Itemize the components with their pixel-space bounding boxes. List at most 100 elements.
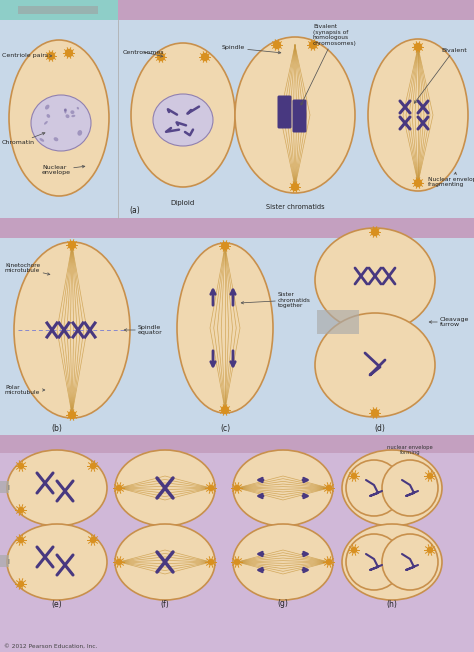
Ellipse shape: [65, 114, 70, 118]
Circle shape: [65, 50, 73, 57]
Ellipse shape: [315, 313, 435, 417]
Ellipse shape: [77, 130, 82, 136]
Circle shape: [372, 409, 379, 417]
Text: Centrosomes: Centrosomes: [123, 50, 164, 57]
Text: © 2012 Pearson Education, Inc.: © 2012 Pearson Education, Inc.: [4, 644, 97, 649]
Circle shape: [221, 406, 228, 413]
Circle shape: [91, 537, 95, 542]
Bar: [0, 238, 474, 435]
Circle shape: [292, 183, 299, 190]
Circle shape: [18, 537, 24, 542]
Text: I: I: [7, 485, 9, 491]
Circle shape: [117, 486, 121, 490]
Text: Cleavage
furrow: Cleavage furrow: [429, 317, 469, 327]
Bar: [0, 481, 9, 493]
Text: (a): (a): [129, 205, 140, 215]
Circle shape: [18, 582, 24, 587]
Circle shape: [201, 53, 209, 61]
Circle shape: [209, 559, 213, 565]
Text: Polar
microtubule: Polar microtubule: [5, 385, 45, 395]
Circle shape: [69, 411, 75, 419]
Text: Sister
chromatids
together: Sister chromatids together: [241, 291, 311, 308]
Ellipse shape: [7, 524, 107, 600]
Text: Spindle
equator: Spindle equator: [124, 325, 163, 335]
Circle shape: [352, 473, 356, 479]
Circle shape: [327, 486, 331, 490]
Text: (e): (e): [52, 599, 62, 608]
Ellipse shape: [115, 450, 215, 526]
Circle shape: [209, 486, 213, 490]
Text: Nuclear envelope
fragmenting: Nuclear envelope fragmenting: [428, 172, 474, 187]
Ellipse shape: [233, 450, 333, 526]
Text: (c): (c): [220, 424, 230, 432]
Bar: [0, 453, 474, 652]
Ellipse shape: [44, 121, 48, 125]
Text: Diploid: Diploid: [171, 200, 195, 206]
Ellipse shape: [64, 109, 66, 113]
Text: (b): (b): [52, 424, 63, 432]
Ellipse shape: [382, 534, 438, 590]
Circle shape: [47, 53, 55, 59]
Circle shape: [428, 548, 432, 552]
Ellipse shape: [382, 460, 438, 516]
Circle shape: [352, 548, 356, 552]
Ellipse shape: [14, 242, 130, 418]
Ellipse shape: [346, 534, 402, 590]
Ellipse shape: [235, 37, 355, 193]
Bar: [118, 0, 474, 20]
Bar: [0, 20, 474, 218]
Ellipse shape: [342, 450, 442, 526]
Ellipse shape: [368, 39, 468, 191]
Circle shape: [273, 42, 281, 48]
Circle shape: [221, 243, 228, 250]
Text: Chromatin: Chromatin: [2, 132, 45, 145]
Text: (g): (g): [278, 599, 289, 608]
Ellipse shape: [115, 524, 215, 600]
FancyBboxPatch shape: [277, 95, 292, 128]
Bar: [317, 310, 359, 334]
Circle shape: [327, 559, 331, 565]
Ellipse shape: [70, 110, 74, 114]
Circle shape: [157, 53, 164, 61]
Circle shape: [235, 486, 239, 490]
Ellipse shape: [71, 115, 75, 117]
Ellipse shape: [7, 450, 107, 526]
Text: Sister chromatids: Sister chromatids: [266, 204, 324, 210]
Ellipse shape: [9, 40, 109, 196]
Ellipse shape: [153, 94, 213, 146]
Bar: [0, 435, 474, 453]
Circle shape: [372, 228, 379, 235]
Circle shape: [235, 559, 239, 565]
Text: Spindle: Spindle: [222, 46, 281, 53]
Text: (h): (h): [387, 599, 397, 608]
Bar: [0, 555, 9, 567]
Ellipse shape: [64, 108, 67, 111]
Text: (f): (f): [161, 599, 169, 608]
Circle shape: [69, 241, 75, 248]
Text: Bivalent
(synapsis of
homologous
chromosomes): Bivalent (synapsis of homologous chromos…: [301, 24, 357, 105]
Text: Bivalent: Bivalent: [414, 48, 467, 103]
Ellipse shape: [46, 114, 50, 118]
Ellipse shape: [233, 524, 333, 600]
Circle shape: [310, 42, 317, 48]
Circle shape: [414, 179, 421, 186]
Text: I: I: [7, 559, 9, 565]
Bar: [0, 218, 474, 238]
Circle shape: [18, 464, 24, 469]
Bar: [18, 6, 98, 14]
Circle shape: [117, 559, 121, 565]
Ellipse shape: [342, 524, 442, 600]
Ellipse shape: [315, 228, 435, 332]
Circle shape: [91, 464, 95, 469]
Ellipse shape: [346, 460, 402, 516]
FancyBboxPatch shape: [292, 100, 307, 132]
Ellipse shape: [31, 95, 91, 151]
Ellipse shape: [131, 43, 235, 187]
Ellipse shape: [77, 107, 79, 110]
Text: Kinetochore
microtubule: Kinetochore microtubule: [5, 263, 50, 275]
Circle shape: [18, 507, 24, 512]
Ellipse shape: [39, 138, 44, 141]
Ellipse shape: [45, 104, 49, 110]
Text: nuclear envelope
forming: nuclear envelope forming: [387, 445, 433, 455]
Text: (d): (d): [374, 424, 385, 432]
